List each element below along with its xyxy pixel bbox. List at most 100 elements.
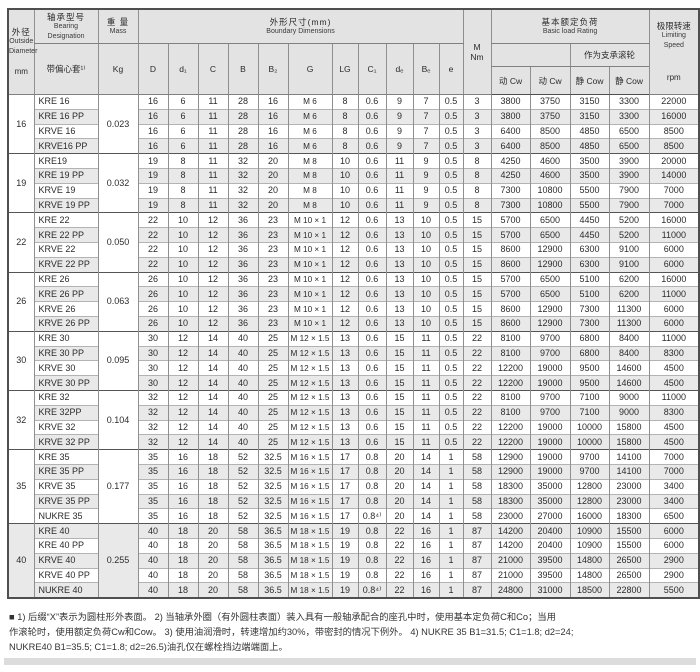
- cell-d1: 12: [167, 330, 198, 347]
- cell-Be: 16: [412, 567, 439, 583]
- cell-C1: 0.6: [357, 241, 386, 258]
- cell-dyn-cw-roller: 6500: [529, 227, 571, 243]
- cell-LG: 17: [331, 463, 358, 480]
- cell-D: 22: [137, 256, 168, 273]
- cell-D: 30: [137, 345, 168, 361]
- cell-designation: KRE 32: [33, 389, 98, 406]
- cell-stat-cow: 3500: [569, 153, 610, 169]
- cell-outside-diameter: 32: [7, 389, 34, 450]
- cell-G: M 12 × 1.5: [287, 389, 332, 406]
- cell-M: 87: [462, 552, 492, 568]
- cell-dyn-cw: 6400: [490, 123, 531, 139]
- cell-Be: 14: [412, 508, 439, 524]
- cell-outside-diameter: 40: [7, 523, 34, 599]
- cell-dyn-cw-roller: 19000: [529, 434, 571, 450]
- header-od-en1: Outside: [9, 38, 34, 45]
- cell-dyn-cw-roller: 3750: [529, 94, 571, 110]
- cell-G: M 6: [287, 123, 332, 139]
- cell-e: 0.5: [438, 256, 464, 273]
- cell-C1: 0.6: [357, 153, 386, 169]
- cell-de: 13: [385, 301, 413, 317]
- cell-Be: 7: [412, 138, 439, 154]
- cell-stat-cow: 4450: [569, 227, 610, 243]
- cell-LG: 13: [331, 360, 358, 376]
- cell-de: 13: [385, 227, 413, 243]
- cell-d1: 12: [167, 345, 198, 361]
- cell-M: 87: [462, 567, 492, 583]
- cell-e: 0.5: [438, 167, 464, 184]
- cell-e: 0.5: [438, 108, 464, 125]
- cell-B: 40: [227, 419, 258, 435]
- cell-d1: 8: [167, 167, 198, 184]
- cell-B: 36: [227, 241, 258, 258]
- cell-dyn-cw: 12200: [490, 419, 531, 435]
- cell-C: 14: [197, 404, 228, 421]
- cell-designation: KRVE16 PP: [33, 138, 98, 154]
- cell-B: 36: [227, 271, 258, 287]
- cell-de: 9: [385, 94, 413, 110]
- cell-D: 40: [137, 537, 168, 554]
- cell-stat-cow: 12800: [569, 478, 610, 495]
- cell-D: 35: [137, 508, 168, 524]
- cell-rpm: 3400: [648, 478, 700, 495]
- header-col-stat-cow: 静 Cow: [569, 66, 610, 95]
- cell-LG: 19: [331, 582, 358, 599]
- cell-stat-cow-roller: 5200: [608, 212, 650, 228]
- cell-M: 87: [462, 582, 492, 599]
- cell-dyn-cw-roller: 4600: [529, 167, 571, 184]
- table-row: KRVE 19 PP 19 8 11 32 20 M 8 10 0.6 11 9 0.5 8 7300 10…: [8, 197, 700, 213]
- cell-designation: KRVE 19 PP: [33, 197, 98, 213]
- cell-C: 14: [197, 375, 228, 391]
- cell-e: 0.5: [438, 197, 464, 213]
- cell-dyn-cw-roller: 19000: [529, 419, 571, 435]
- cell-e: 0.5: [438, 360, 464, 376]
- cell-B2: 36.5: [257, 537, 288, 554]
- cell-M: 15: [462, 271, 492, 287]
- cell-LG: 8: [331, 123, 358, 139]
- cell-dyn-cw: 8100: [490, 345, 531, 361]
- cell-LG: 12: [331, 241, 358, 258]
- cell-stat-cow: 6300: [569, 241, 610, 258]
- cell-stat-cow-roller: 7900: [608, 197, 650, 213]
- cell-e: 1: [438, 493, 464, 509]
- table-header: 外径 Outside Diameter mm 轴承型号 Bearing Desi…: [7, 9, 700, 95]
- cell-de: 22: [385, 567, 413, 583]
- cell-stat-cow-roller: 8400: [608, 345, 650, 361]
- table-row: KRE 19 PP 19 8 11 32 20 M 8 10 0.6 11 9 0.5 8 4250 460…: [8, 167, 700, 184]
- cell-e: 0.5: [438, 315, 464, 332]
- cell-rpm: 11000: [648, 330, 700, 347]
- cell-e: 0.5: [438, 419, 464, 435]
- header-outside-diameter: 外径 Outside Diameter mm: [7, 9, 37, 95]
- cell-C: 20: [197, 567, 228, 583]
- cell-outside-diameter: 35: [7, 449, 34, 524]
- table-row: KRVE 40 PP 40 18 20 58 36.5 M 18 × 1.5 19 0.8 22 1…: [8, 567, 700, 583]
- cell-Be: 7: [412, 94, 439, 110]
- cell-rpm: 20000: [648, 153, 700, 169]
- header-od-cn: 外径: [11, 27, 31, 37]
- cell-stat-cow-roller: 22800: [608, 582, 650, 599]
- cell-Be: 11: [412, 419, 439, 435]
- cell-rpm: 4500: [648, 419, 700, 435]
- cell-B2: 36.5: [257, 567, 288, 583]
- cell-M: 3: [462, 138, 492, 154]
- cell-B2: 32.5: [257, 478, 288, 495]
- cell-stat-cow-roller: 6500: [608, 123, 650, 139]
- header-load-en: Basic load Rating: [542, 27, 598, 35]
- cell-M: 87: [462, 537, 492, 554]
- cell-d1: 12: [167, 419, 198, 435]
- cell-M: 15: [462, 241, 492, 258]
- header-col-G: G: [287, 43, 332, 95]
- cell-stat-cow: 9500: [569, 360, 610, 376]
- cell-de: 11: [385, 153, 413, 169]
- cell-B: 52: [227, 449, 258, 465]
- header-mass-en: Mass: [109, 27, 127, 35]
- header-col-dyn-cw: 动 Cw: [490, 66, 531, 95]
- cell-dyn-cw: 8100: [490, 404, 531, 421]
- cell-de: 15: [385, 330, 413, 347]
- cell-dyn-cw: 14200: [490, 537, 531, 554]
- cell-designation: KRVE 22: [33, 241, 98, 258]
- cell-Be: 10: [412, 271, 439, 287]
- cell-d1: 18: [167, 537, 198, 554]
- cell-rpm: 2900: [648, 567, 700, 583]
- cell-e: 1: [438, 478, 464, 495]
